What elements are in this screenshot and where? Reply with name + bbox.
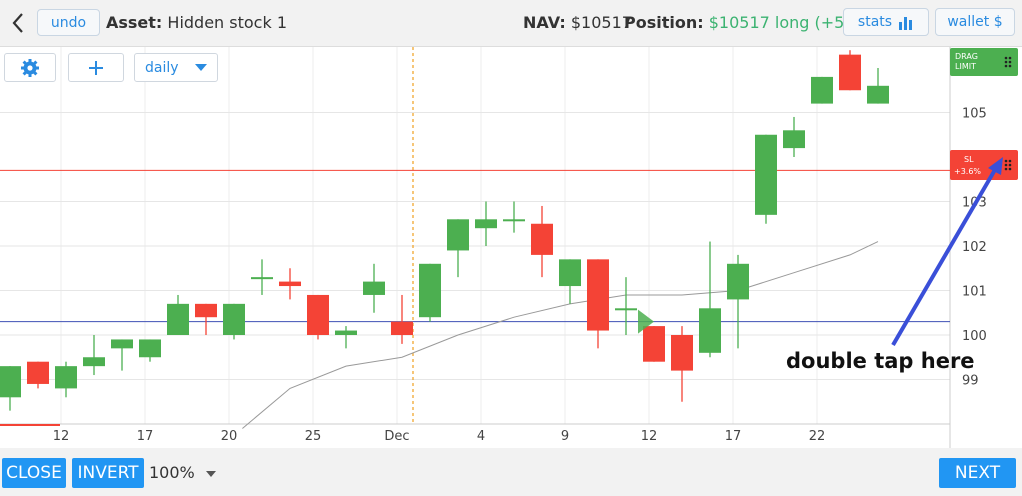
candle-body: [223, 303, 245, 335]
y-tick-label: 101: [962, 285, 987, 300]
zoom-select[interactable]: 100%: [149, 463, 216, 482]
nav-label: NAV:: [523, 13, 566, 32]
gear-icon: [21, 58, 39, 77]
nav-value: $10517: [570, 13, 632, 32]
candle-body: [363, 281, 385, 295]
drag-grip-icon: [1004, 159, 1012, 171]
candle-body: [475, 219, 497, 229]
candle-body: [671, 335, 693, 371]
x-tick-label: 17: [137, 429, 154, 444]
stop-loss-percent: +3.6%: [954, 167, 982, 176]
hint-text: double tap here: [786, 349, 975, 373]
candle-body: [727, 263, 749, 300]
candle-body: [27, 361, 49, 384]
x-tick-label: 9: [561, 429, 569, 444]
candle-body: [55, 366, 77, 389]
drag-limit-handle[interactable]: DRAG LIMIT: [950, 48, 1018, 76]
settings-button[interactable]: [4, 53, 56, 82]
candle-body: [195, 303, 217, 318]
candle-body: [111, 339, 133, 349]
close-button[interactable]: CLOSE: [2, 458, 66, 488]
candle-body: [643, 326, 665, 362]
y-tick-label: 99: [962, 374, 979, 389]
candle-body: [0, 366, 21, 398]
interval-value: daily: [145, 59, 179, 76]
candle-body: [559, 259, 581, 287]
candle-body: [699, 308, 721, 353]
position-label: Position:: [624, 13, 704, 32]
stop-loss-handle[interactable]: SL +3.6%: [950, 150, 1018, 180]
candle-body: [419, 263, 441, 318]
candle-body: [755, 134, 777, 215]
candle-body: [307, 294, 329, 335]
entry-marker-icon: [638, 309, 654, 334]
back-arrow-icon[interactable]: [8, 8, 28, 38]
candle-body: [447, 219, 469, 251]
candle-body: [783, 130, 805, 149]
nav-info: NAV: $10517: [523, 13, 632, 32]
candle-body: [503, 219, 525, 222]
candle-body: [83, 357, 105, 367]
stop-loss-label: SL: [964, 155, 974, 164]
add-indicator-button[interactable]: [68, 53, 124, 82]
bottom-bar: [0, 448, 1022, 496]
x-tick-label: 17: [725, 429, 742, 444]
interval-select[interactable]: daily: [134, 53, 218, 82]
y-tick-label: 100: [962, 329, 987, 344]
asset-info: Asset: Hidden stock 1: [106, 13, 287, 32]
candle-body: [251, 277, 273, 280]
x-tick-label: Dec: [384, 429, 409, 444]
drag-limit-line2: LIMIT: [955, 62, 976, 71]
top-toolbar: undo Asset: Hidden stock 1 NAV: $10517 P…: [0, 0, 1022, 47]
candle-body: [839, 54, 861, 91]
candle-body: [335, 330, 357, 335]
candle-body: [531, 223, 553, 255]
drag-limit-line1: DRAG: [955, 52, 978, 61]
undo-button[interactable]: undo: [37, 9, 100, 36]
next-button[interactable]: NEXT: [939, 458, 1016, 488]
x-tick-label: 12: [641, 429, 658, 444]
x-tick-label: 25: [305, 429, 322, 444]
candle-body: [867, 85, 889, 104]
candle-body: [615, 308, 637, 311]
candlestick-chart[interactable]: 99 100 101 102 103 105 12 17 20 25 Dec 4 9 12 17 22: [0, 46, 1022, 448]
position-info: Position: $10517 long (+5.3%): [624, 13, 881, 32]
stats-label: stats: [857, 14, 893, 30]
chevron-down-icon: [195, 64, 207, 71]
x-tick-label: 22: [809, 429, 826, 444]
stats-button[interactable]: stats: [843, 8, 929, 36]
candle-body: [391, 321, 413, 335]
x-tick-label: 12: [53, 429, 70, 444]
y-tick-label: 105: [962, 107, 987, 122]
candle-body: [139, 339, 161, 358]
position-value: $10517 long (+5.3%): [708, 13, 882, 32]
candle-body: [167, 303, 189, 335]
candle-body: [279, 281, 301, 287]
bar-chart-icon: [899, 17, 913, 30]
candle-body: [811, 76, 833, 104]
zoom-value: 100%: [149, 463, 195, 482]
drag-grip-icon: [1004, 56, 1012, 68]
y-tick-label: 102: [962, 240, 987, 255]
chevron-down-icon: [205, 470, 216, 477]
asset-name: Hidden stock 1: [167, 13, 288, 32]
x-tick-label: 4: [477, 429, 485, 444]
candle-body: [587, 259, 609, 331]
wallet-button[interactable]: wallet $: [935, 8, 1015, 36]
chart-area[interactable]: 99 100 101 102 103 105 12 17 20 25 Dec 4 9 12 17 22: [0, 46, 1022, 448]
asset-label: Asset:: [106, 13, 163, 32]
invert-button[interactable]: INVERT: [72, 458, 144, 488]
plus-icon: [89, 60, 103, 75]
x-tick-label: 20: [221, 429, 238, 444]
y-tick-label: 103: [962, 196, 987, 211]
